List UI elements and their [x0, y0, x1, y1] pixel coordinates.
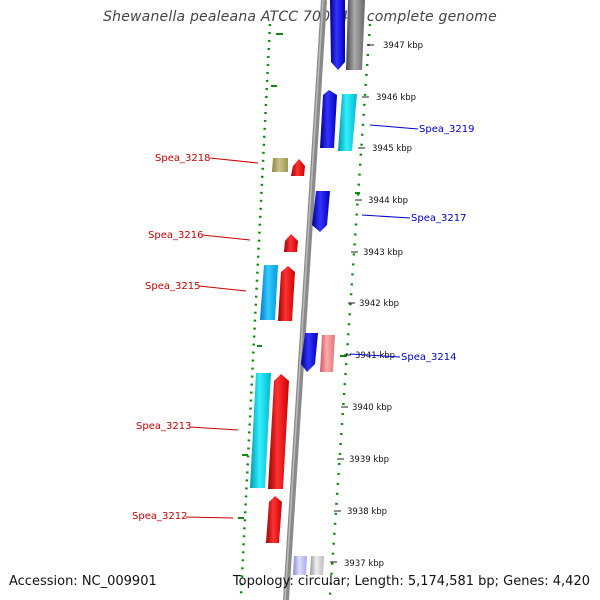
- label-spea-3216[interactable]: Spea_3216: [148, 230, 203, 241]
- gene-spea-3213[interactable]: [268, 374, 289, 489]
- tick-label-3946: 3946 kbp: [376, 93, 416, 103]
- gene-spea-3215[interactable]: [278, 266, 295, 321]
- tick-label-3942: 3942 kbp: [359, 299, 399, 309]
- gene-spea-3212[interactable]: [266, 496, 282, 543]
- topology-summary: Topology: circular; Length: 5,174,581 bp…: [232, 574, 590, 589]
- tick-label-3940: 3940 kbp: [352, 403, 392, 413]
- tick-label-3937: 3937 kbp: [344, 559, 384, 569]
- gene-spea-3217[interactable]: [312, 191, 330, 232]
- label-spea-3219[interactable]: Spea_3219: [419, 124, 474, 135]
- gene-feature-lightblue[interactable]: [293, 556, 307, 575]
- kbp-tick-marks: [330, 44, 374, 563]
- gene-spea-3219[interactable]: [320, 90, 337, 148]
- label-spea-3217[interactable]: Spea_3217: [411, 213, 466, 224]
- gene-feature-forward[interactable]: [330, 0, 345, 70]
- accession-label: Accession: NC_009901: [9, 574, 157, 589]
- reverse-label-leaders: [185, 157, 259, 519]
- label-spea-3212[interactable]: Spea_3212: [132, 511, 187, 522]
- gene-feature-gray[interactable]: [346, 0, 365, 70]
- gene-feature-lightgray[interactable]: [310, 556, 324, 575]
- gene-spea-3214[interactable]: [301, 333, 318, 372]
- gc-skew-dashes: [238, 33, 360, 519]
- tick-label-3938: 3938 kbp: [347, 507, 387, 517]
- forward-label-leaders: [349, 124, 419, 358]
- tick-label-3943: 3943 kbp: [363, 248, 403, 258]
- tick-label-3939: 3939 kbp: [349, 455, 389, 465]
- gene-spea-3216[interactable]: [284, 234, 298, 252]
- gene-feature-pink[interactable]: [320, 335, 335, 372]
- gene-spea-3218[interactable]: [291, 159, 305, 176]
- label-spea-3213[interactable]: Spea_3213: [136, 421, 191, 432]
- gene-rna-3215[interactable]: [260, 265, 278, 320]
- gene-spea-3218-olive[interactable]: [272, 158, 288, 172]
- tick-label-3945: 3945 kbp: [372, 144, 412, 154]
- gene-rna-forward[interactable]: [338, 94, 357, 151]
- tick-label-3947: 3947 kbp: [383, 41, 423, 51]
- label-spea-3215[interactable]: Spea_3215: [145, 281, 200, 292]
- tick-label-3944: 3944 kbp: [368, 196, 408, 206]
- map-title: Shewanella pealeana ATCC 700345, complet…: [103, 9, 497, 25]
- genome-backbone: [283, 0, 327, 600]
- gene-rna-3213[interactable]: [250, 373, 271, 488]
- label-spea-3214[interactable]: Spea_3214: [401, 352, 456, 363]
- label-spea-3218[interactable]: Spea_3218: [155, 153, 210, 164]
